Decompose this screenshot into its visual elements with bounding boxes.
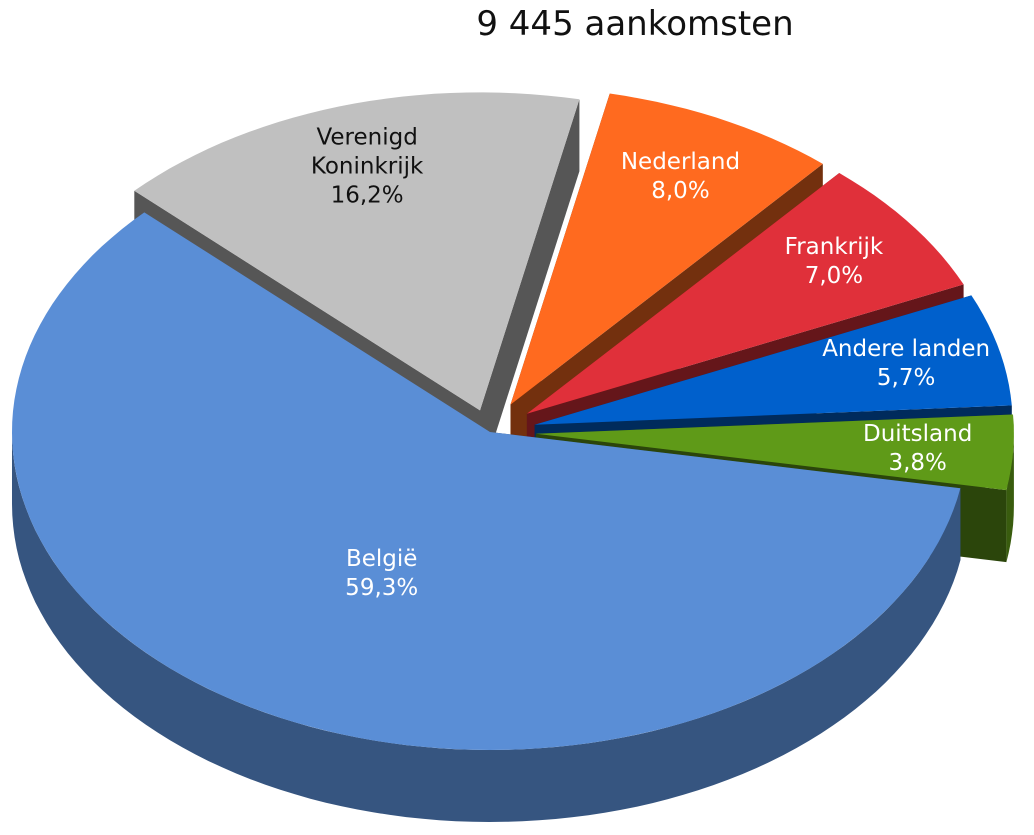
label-value: 7,0% (804, 263, 864, 290)
slice-side (1006, 433, 1014, 563)
data-label: Verenigd Koninkrijk 16,2% (292, 124, 442, 211)
label-value: 8,0% (651, 177, 710, 204)
label-name: Duitsland (862, 420, 973, 447)
chart-title: 9 445 aankomsten (476, 4, 794, 44)
label-name: Frankrijk (784, 234, 884, 261)
label-value: 16,2% (330, 182, 404, 209)
slice-side (12, 432, 961, 822)
slice-tops (12, 92, 1014, 750)
slice-face (480, 99, 580, 483)
slice (12, 212, 961, 750)
data-label: Nederland 8,0% (621, 148, 740, 206)
label-name: Nederland (620, 148, 741, 175)
data-label: Frankrijk 7,0% (785, 233, 884, 291)
slice (510, 93, 823, 405)
slice (534, 295, 1012, 425)
slice (535, 414, 1014, 491)
label-value: 5,7% (876, 365, 936, 392)
data-label: België 59,3% (345, 545, 418, 603)
data-label: Duitsland 3,8% (863, 420, 972, 478)
label-value: 59,3% (345, 574, 419, 601)
data-label: Andere landen 5,7% (822, 335, 990, 393)
label-value: 3,8% (888, 449, 947, 476)
slice (526, 173, 964, 414)
label-name: Andere landen (822, 336, 991, 363)
slice (134, 92, 580, 411)
label-name: België (345, 545, 418, 572)
label-name: Verenigd Koninkrijk (310, 124, 424, 180)
